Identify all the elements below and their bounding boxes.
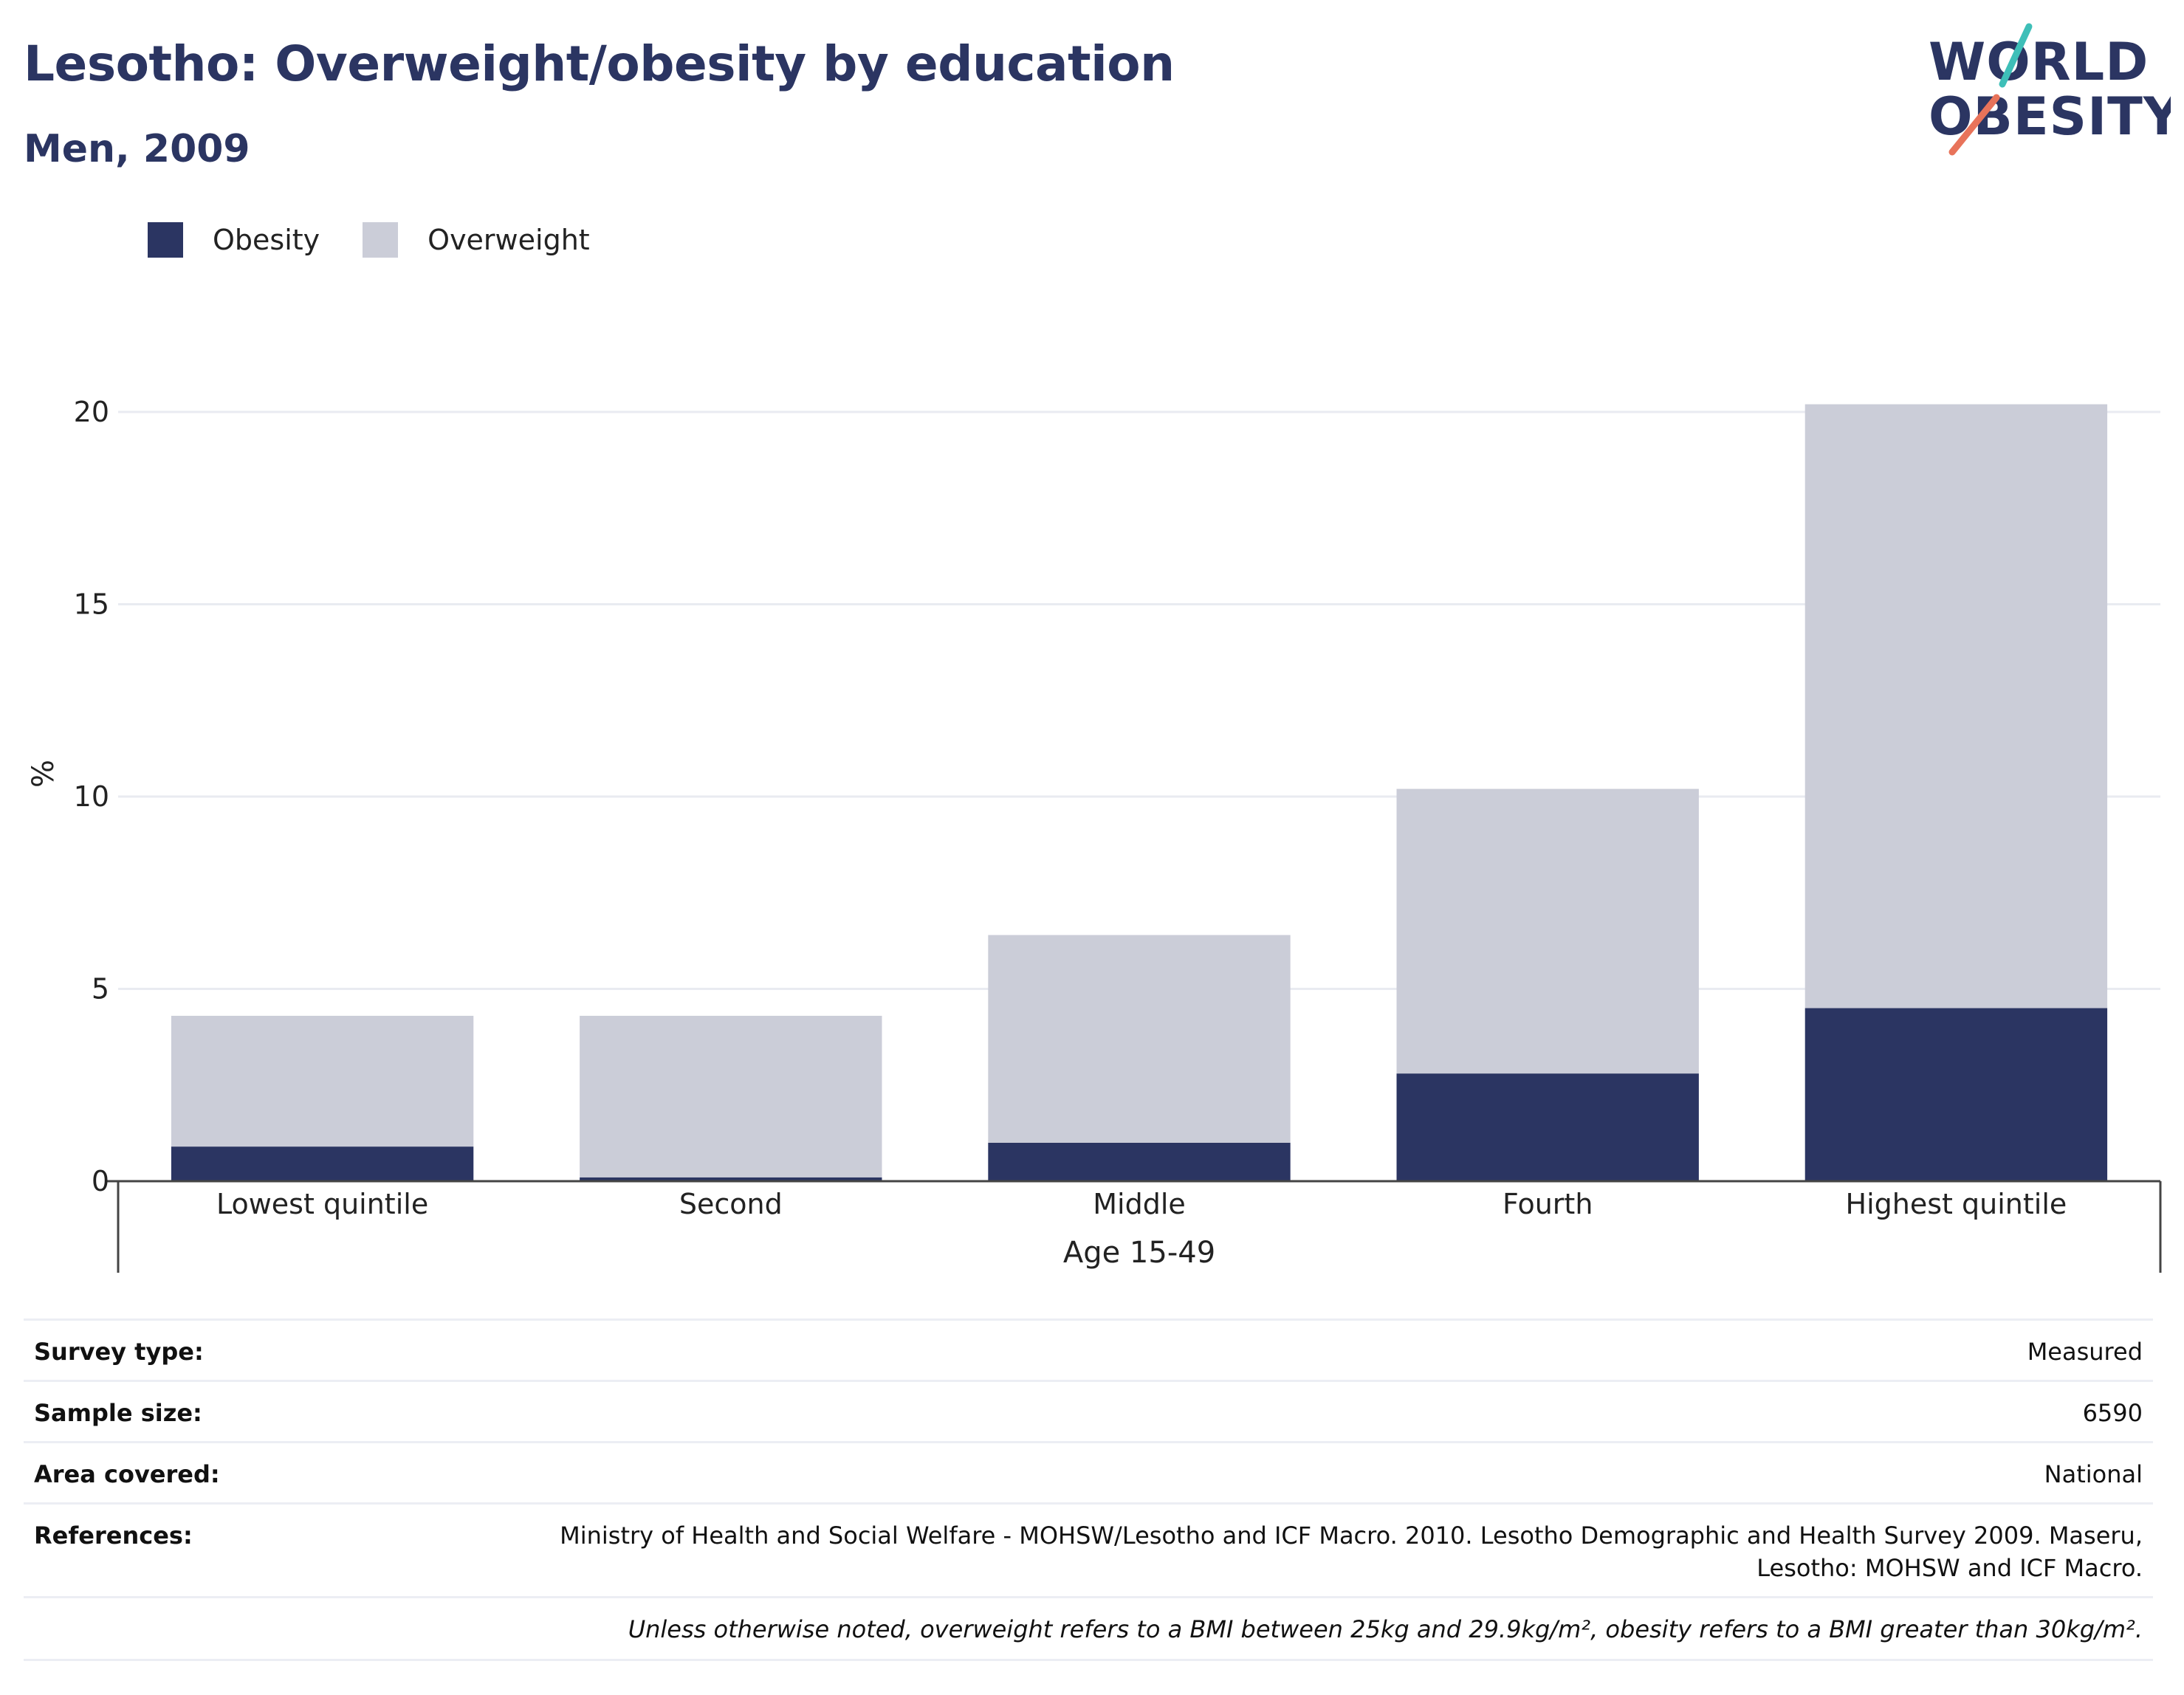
info-value: National [2044, 1460, 2143, 1488]
y-tick-label: 15 [74, 588, 109, 621]
world-obesity-logo: WORLD OBESITY [1929, 23, 2171, 156]
y-axis-title: % [27, 760, 61, 788]
logo-slash-bottom [1948, 94, 2000, 156]
legend-swatch-obesity [148, 222, 183, 258]
legend-item-obesity[interactable]: Obesity [148, 222, 320, 258]
axis-layer [105, 1180, 2162, 1273]
info-value: Measured [2027, 1338, 2143, 1366]
x-group-label: Age 15-49 [1063, 1236, 1215, 1270]
x-tick-label: Fourth [1503, 1188, 1593, 1220]
logo-slash-top [1999, 23, 2033, 88]
info-row-references: References: Ministry of Health and Socia… [24, 1502, 2153, 1596]
y-tick-label: 10 [74, 780, 109, 813]
bar-chart: 0 5 10 15 20 Lowest quintile Second Middle Fourt… [27, 396, 2162, 1273]
y-tick-label: 5 [92, 973, 109, 1005]
info-label: References: [34, 1522, 193, 1550]
x-tick-label: Lowest quintile [216, 1188, 428, 1220]
info-value: Ministry of Health and Social Welfare - … [560, 1522, 2143, 1582]
bar-layer [171, 404, 2108, 1181]
x-tick-label: Second [679, 1188, 783, 1220]
bar-obesity-2[interactable] [988, 1142, 1291, 1181]
label-layer: 0 5 10 15 20 Lowest quintile Second Middle Fourt… [27, 396, 2067, 1270]
bar-overweight-3[interactable] [1396, 788, 1699, 1074]
bmi-definition-note: Unless otherwise noted, overweight refer… [24, 1596, 2153, 1661]
info-row-survey-type: Survey type: Measured [24, 1318, 2153, 1380]
x-tick-label: Middle [1093, 1188, 1186, 1220]
bar-overweight-2[interactable] [988, 935, 1291, 1143]
chart-title: Lesotho: Overweight/obesity by education [24, 35, 1175, 92]
bar-overweight-1[interactable] [580, 1015, 882, 1177]
info-row-sample-size: Sample size: 6590 [24, 1380, 2153, 1441]
legend-label-overweight: Overweight [427, 224, 590, 256]
logo-text-obesity: OBESITY [1929, 86, 2171, 147]
info-row-area-covered: Area covered: National [24, 1441, 2153, 1502]
bar-overweight-0[interactable] [171, 1015, 474, 1147]
logo-text-world: WORLD [1929, 32, 2149, 92]
legend-item-overweight[interactable]: Overweight [363, 222, 590, 258]
survey-info-table: Survey type: Measured Sample size: 6590 … [24, 1318, 2153, 1661]
x-tick-label: Highest quintile [1846, 1188, 2067, 1220]
info-label: Area covered: [34, 1460, 220, 1488]
chart-legend: Obesity Overweight [148, 220, 633, 260]
info-label: Survey type: [34, 1338, 204, 1366]
legend-swatch-overweight [363, 222, 399, 258]
bar-obesity-4[interactable] [1804, 1008, 2108, 1181]
legend-label-obesity: Obesity [213, 224, 320, 256]
y-tick-label: 0 [92, 1165, 109, 1197]
bar-obesity-1[interactable] [580, 1177, 882, 1181]
y-tick-label: 20 [74, 396, 109, 428]
bar-overweight-4[interactable] [1804, 404, 2108, 1008]
info-label: Sample size: [34, 1399, 202, 1427]
chart-subtitle: Men, 2009 [24, 127, 250, 171]
bar-obesity-3[interactable] [1396, 1073, 1699, 1181]
info-value: 6590 [2082, 1399, 2143, 1427]
bar-obesity-0[interactable] [171, 1146, 474, 1181]
